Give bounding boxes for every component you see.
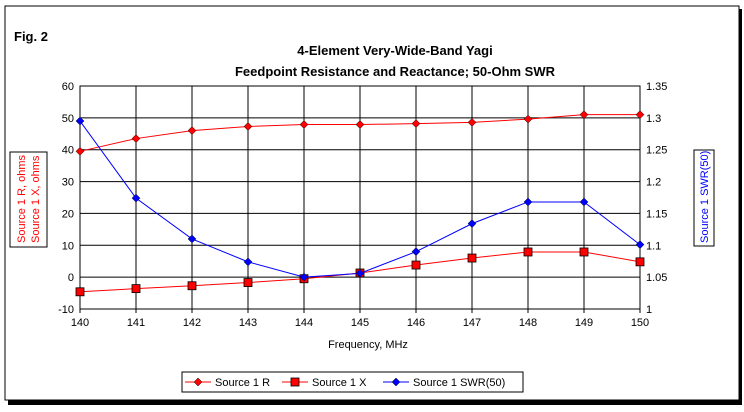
data-point xyxy=(635,257,645,267)
y-right-tick-label: 1.15 xyxy=(646,208,667,220)
data-point xyxy=(187,281,197,291)
y-right-tick-label: 1.3 xyxy=(646,113,661,125)
x-tick-label: 148 xyxy=(519,317,537,329)
x-tick-label: 140 xyxy=(71,317,89,329)
x-tick-label: 150 xyxy=(631,317,649,329)
x-tick-label: 147 xyxy=(463,317,481,329)
data-point xyxy=(467,253,477,263)
y-right-tick-label: 1.1 xyxy=(646,240,661,252)
y-right-tick-label: 1.35 xyxy=(646,81,667,93)
data-point xyxy=(355,268,365,278)
legend-label: Source 1 SWR(50) xyxy=(413,377,505,389)
legend-label: Source 1 R xyxy=(215,377,270,389)
legend-marker xyxy=(290,377,300,387)
y-left-tick-label: 50 xyxy=(62,113,74,125)
data-point xyxy=(523,197,533,207)
plot-area-border xyxy=(79,85,641,310)
left-axis-label: Source 1 R, ohms Source 1 X, ohms xyxy=(9,151,48,248)
data-point xyxy=(299,120,309,129)
legend: Source 1 R Source 1 X Source 1 SWR(50) xyxy=(181,371,524,393)
y-right-tick-label: 1 xyxy=(646,304,652,316)
legend-label: Source 1 X xyxy=(312,377,367,389)
data-point xyxy=(411,247,421,257)
chart-title-line1: 4-Element Very-Wide-Band Yagi xyxy=(297,43,492,58)
data-point xyxy=(75,116,85,126)
y-left-tick-label: 30 xyxy=(62,177,74,189)
y-right-tick-label: 1.25 xyxy=(646,145,667,157)
left-axis-label-line1: Source 1 R, ohms xyxy=(16,154,28,243)
y-left-tick-label: -10 xyxy=(58,304,74,316)
data-point xyxy=(75,146,85,156)
data-point xyxy=(131,193,141,203)
data-point xyxy=(579,247,589,257)
left-axis-label-line2: Source 1 X, ohms xyxy=(30,155,42,243)
data-point xyxy=(579,197,589,207)
data-point xyxy=(523,247,533,257)
x-tick-label: 149 xyxy=(575,317,593,329)
legend-marker xyxy=(193,377,203,387)
series-source-1-r xyxy=(75,110,645,156)
x-tick-label: 144 xyxy=(295,317,313,329)
data-point xyxy=(243,122,253,131)
data-point xyxy=(75,287,85,297)
data-point xyxy=(579,110,589,120)
y-left-tick-label: 0 xyxy=(68,272,74,284)
legend-item: Source 1 R xyxy=(185,377,270,389)
data-point xyxy=(131,284,141,294)
data-point xyxy=(131,134,141,143)
right-axis-label: Source 1 SWR(50) xyxy=(693,149,715,247)
y-right-tick-label: 1.2 xyxy=(646,177,661,189)
x-axis-label: Frequency, MHz xyxy=(328,339,408,351)
data-point xyxy=(299,272,309,282)
data-point xyxy=(523,114,533,124)
data-point xyxy=(635,110,645,120)
series xyxy=(75,110,645,297)
data-point xyxy=(411,260,421,270)
x-tick-label: 146 xyxy=(407,317,425,329)
data-point xyxy=(243,257,253,267)
chart-frame xyxy=(4,5,740,401)
figure-label: Fig. 2 xyxy=(14,29,48,44)
x-tick-label: 141 xyxy=(127,317,145,329)
chart-title-line2: Feedpoint Resistance and Reactance; 50-O… xyxy=(235,64,556,79)
right-axis-label-text: Source 1 SWR(50) xyxy=(699,151,711,243)
x-tick-label: 143 xyxy=(239,317,257,329)
y-left-tick-label: 60 xyxy=(62,81,74,93)
x-tick-label: 142 xyxy=(183,317,201,329)
series-source-1-swr-50- xyxy=(75,116,645,282)
y-left-tick-label: 10 xyxy=(62,240,74,252)
y-left-tick-label: 40 xyxy=(62,145,74,157)
data-point xyxy=(355,120,365,129)
x-tick-label: 145 xyxy=(351,317,369,329)
data-point xyxy=(467,219,477,228)
data-point xyxy=(187,126,197,135)
data-point xyxy=(467,117,477,127)
y-left-tick-label: 20 xyxy=(62,208,74,220)
legend-item: Source 1 SWR(50) xyxy=(383,377,505,389)
data-point xyxy=(243,278,253,287)
legend-item: Source 1 X xyxy=(282,377,367,389)
data-point xyxy=(187,234,197,244)
legend-marker xyxy=(391,377,401,387)
data-point xyxy=(411,119,421,128)
y-right-tick-label: 1.05 xyxy=(646,272,667,284)
data-point xyxy=(635,240,645,250)
grid xyxy=(79,85,641,313)
